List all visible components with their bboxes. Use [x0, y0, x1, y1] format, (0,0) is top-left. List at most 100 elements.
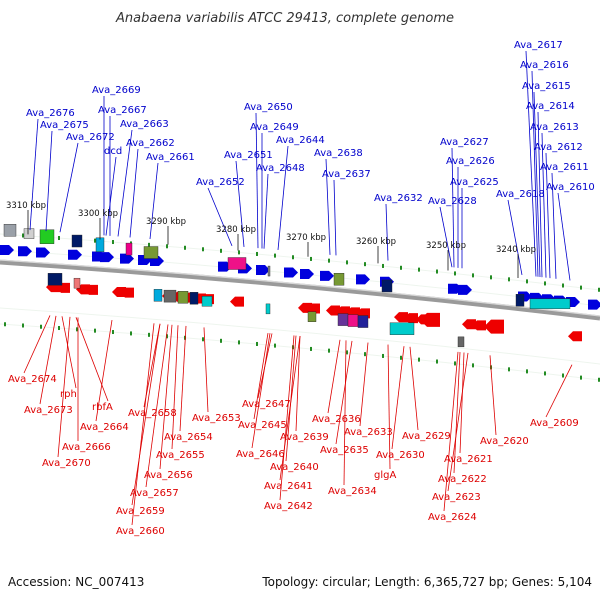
- forward-leader-line: [59, 142, 79, 233]
- protein-feature-block: [71, 234, 83, 248]
- forward-leader-line: [207, 187, 233, 247]
- protein-feature-block: [265, 303, 271, 315]
- track-dash: [382, 263, 384, 268]
- scale-tick-label: 3310 kbp: [6, 201, 46, 211]
- protein-feature-block: [47, 273, 63, 286]
- reverse-leader-line: [459, 352, 465, 454]
- forward-leader-line: [255, 112, 259, 249]
- track-dash: [40, 324, 42, 329]
- reverse-leader-line: [335, 340, 353, 445]
- reverse-leader-line: [279, 335, 295, 501]
- forward-gene-label: Ava_2610: [546, 182, 595, 193]
- track-dash: [292, 255, 294, 260]
- reverse-gene-arrow: [472, 320, 486, 331]
- forward-gene-arrow: [36, 247, 50, 258]
- track-dash: [310, 346, 312, 351]
- forward-gene-label: Ava_2616: [520, 60, 569, 71]
- reverse-gene-label: Ava_2634: [328, 486, 377, 497]
- reverse-leader-line: [23, 315, 51, 374]
- reverse-gene-label: Ava_2657: [130, 488, 179, 499]
- reverse-leader-line: [343, 340, 347, 486]
- reverse-leader-line: [159, 324, 173, 470]
- reverse-gene-label: Ava_2647: [242, 399, 291, 410]
- reverse-gene-label: glgA: [374, 470, 396, 481]
- reverse-gene-label: Ava_2654: [164, 432, 213, 443]
- reverse-gene-label: Ava_2653: [192, 413, 241, 424]
- track-dash: [184, 245, 186, 250]
- protein-feature-block: [39, 229, 55, 244]
- track-dash: [148, 242, 150, 247]
- reverse-gene-label: Ava_2666: [62, 442, 111, 453]
- reverse-gene-label: Ava_2659: [116, 506, 165, 517]
- forward-gene-label: Ava_2669: [92, 85, 141, 96]
- forward-leader-line: [235, 160, 245, 247]
- protein-feature-block: [153, 289, 163, 302]
- forward-gene-arrow: [120, 253, 134, 264]
- forward-gene-label: Ava_2626: [446, 156, 495, 167]
- reverse-leader-line: [295, 335, 301, 432]
- protein-feature-block: [177, 291, 189, 304]
- reverse-gene-arrow: [84, 284, 98, 295]
- track-dash: [364, 352, 366, 357]
- track-dash: [112, 240, 114, 245]
- forward-gene-arrow: [68, 249, 82, 260]
- forward-leader-line: [277, 145, 289, 251]
- reverse-leader-line: [279, 335, 301, 481]
- reverse-gene-label: Ava_2642: [264, 501, 313, 512]
- reverse-leader-line: [387, 344, 391, 470]
- track-dash: [382, 353, 384, 358]
- reverse-leader-line: [391, 346, 405, 450]
- track-dash: [436, 359, 438, 364]
- track-dash: [472, 363, 474, 368]
- forward-leader-line: [105, 156, 117, 236]
- forward-gene-label: Ava_2652: [196, 177, 245, 188]
- track-dash: [598, 377, 600, 382]
- reverse-gene-label: Ava_2655: [156, 450, 205, 461]
- forward-gene-arrow: [256, 264, 270, 275]
- track-dash: [76, 327, 78, 332]
- gene-features: [0, 224, 600, 348]
- forward-gene-label: Ava_2611: [540, 162, 589, 173]
- track-dash: [274, 253, 276, 258]
- forward-leader-line: [439, 206, 453, 268]
- scale-tick-label: 3240 kbp: [496, 245, 536, 255]
- forward-gene-label: Ava_2648: [256, 163, 305, 174]
- reverse-gene-label: Ava_2658: [128, 408, 177, 419]
- forward-gene-label: Ava_2618: [496, 189, 545, 200]
- forward-gene-label: Ava_2617: [514, 40, 563, 51]
- forward-gene-label: Ava_2661: [146, 152, 195, 163]
- forward-gene-label: Ava_2663: [120, 119, 169, 130]
- track-dash: [562, 283, 564, 288]
- track-dash: [220, 338, 222, 343]
- reverse-leader-line: [359, 342, 369, 427]
- track-dash: [112, 330, 114, 335]
- reverse-leader-line: [203, 327, 209, 413]
- track-dash: [562, 373, 564, 378]
- forward-gene-label: Ava_2632: [374, 193, 423, 204]
- track-dash: [238, 340, 240, 345]
- reverse-gene-label: Ava_2656: [144, 470, 193, 481]
- reverse-leader-line: [95, 319, 113, 422]
- forward-leader-line: [533, 91, 541, 277]
- reverse-gene-label: Ava_2633: [344, 427, 393, 438]
- forward-leader-line: [385, 203, 389, 261]
- reverse-gene-label: Ava_2620: [480, 436, 529, 447]
- track-dash: [364, 262, 366, 267]
- reverse-gene-arrow: [404, 313, 418, 324]
- track-dash: [58, 236, 60, 241]
- reverse-gene-label: Ava_2639: [280, 432, 329, 443]
- reverse-gene-label: Ava_2664: [80, 422, 129, 433]
- genome-summary-text: Topology: circular; Length: 6,365,727 bp…: [261, 575, 592, 589]
- forward-gene-label: Ava_2662: [126, 138, 175, 149]
- scale-tick-label: 3280 kbp: [216, 225, 256, 235]
- reverse-gene-label: Ava_2673: [24, 405, 73, 416]
- track-dash: [256, 341, 258, 346]
- reverse-gene-label: Ava_2641: [264, 481, 313, 492]
- track-dash: [400, 355, 402, 360]
- reverse-gene-label: Ava_2624: [428, 512, 477, 523]
- reverse-gene-arrow: [568, 331, 582, 342]
- track-dash: [508, 367, 510, 372]
- track-dash: [472, 273, 474, 278]
- reverse-gene-label: rbfA: [92, 402, 113, 413]
